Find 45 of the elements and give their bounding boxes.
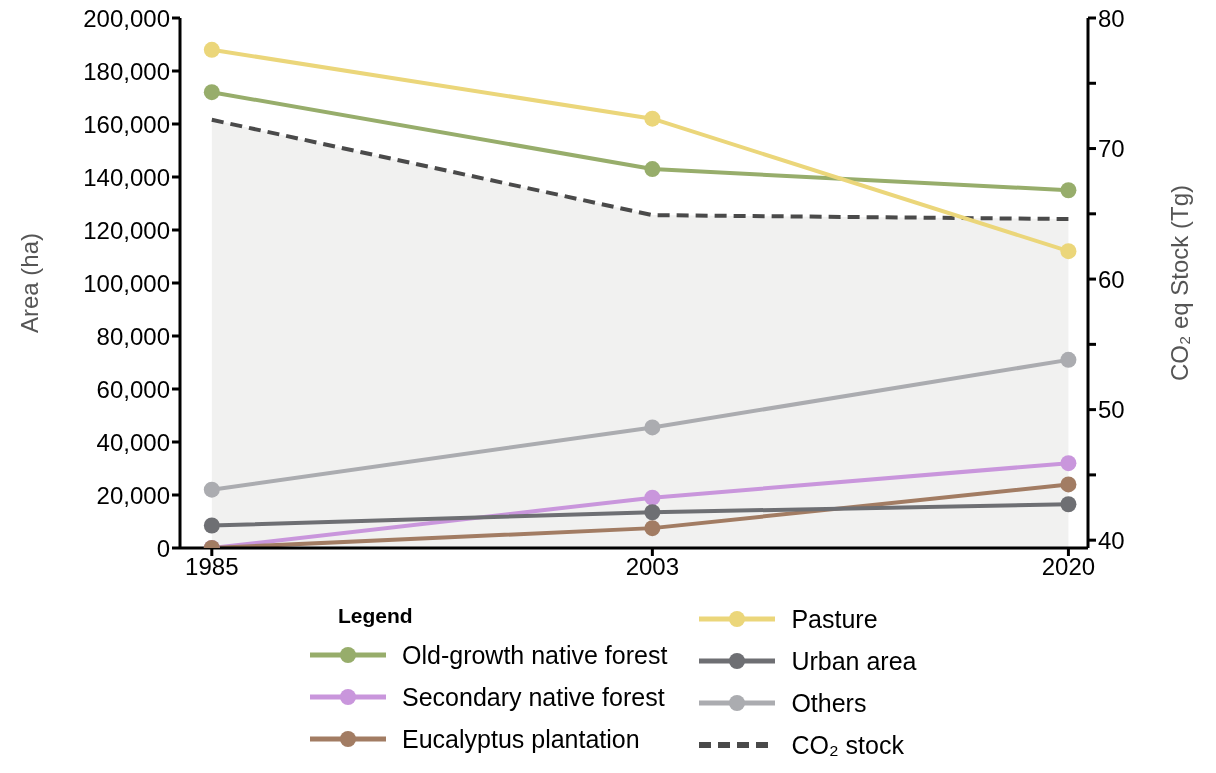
point <box>203 481 220 498</box>
x-tick-label: 2020 <box>1041 553 1096 581</box>
y-tick-label: 80,000 <box>96 322 170 350</box>
legend-title: Legend <box>338 603 414 629</box>
legend-label: Pasture <box>791 604 878 634</box>
legend-label: Urban area <box>791 646 917 676</box>
point <box>203 84 220 101</box>
y2-tick-label: 50 <box>1098 396 1125 424</box>
y2-axis-title: CO₂ eq Stock (Tg) <box>1166 184 1193 382</box>
legend-label: Old-growth native forest <box>402 640 668 670</box>
x-tick-label: 1985 <box>185 553 239 581</box>
legend-label: CO₂ stock <box>791 730 904 760</box>
point <box>644 489 661 506</box>
point <box>644 110 661 127</box>
y-tick-label: 0 <box>156 534 170 562</box>
y2-tick-label: 70 <box>1098 135 1125 163</box>
y-tick-label: 180,000 <box>83 57 170 85</box>
legend-label: Others <box>791 688 867 718</box>
point <box>203 41 220 58</box>
point <box>1060 351 1077 368</box>
legend-label: Secondary native forest <box>402 682 665 712</box>
point <box>1060 243 1077 260</box>
point <box>203 517 220 534</box>
y-tick-label: 40,000 <box>96 428 170 456</box>
y-tick-label: 100,000 <box>83 269 170 297</box>
y2-tick-label: 40 <box>1098 526 1125 554</box>
x-tick-label: 2003 <box>625 553 680 581</box>
y2-tick-label: 60 <box>1098 265 1125 293</box>
point <box>644 419 661 436</box>
y-tick-label: 20,000 <box>96 481 170 509</box>
y-axis-title: Area (ha) <box>16 232 43 334</box>
y-tick-label: 160,000 <box>83 110 170 138</box>
y-tick-label: 60,000 <box>96 375 170 403</box>
point <box>644 504 661 521</box>
point <box>1060 496 1077 513</box>
point <box>1060 476 1077 493</box>
point <box>1060 182 1077 199</box>
legend-label: Eucalyptus plantation <box>402 724 640 754</box>
y2-tick-label: 80 <box>1098 4 1125 32</box>
point <box>644 520 661 537</box>
point <box>644 161 661 178</box>
y-tick-label: 120,000 <box>83 216 170 244</box>
y-tick-label: 140,000 <box>83 163 170 191</box>
y-tick-label: 200,000 <box>83 4 170 32</box>
point <box>1060 455 1077 472</box>
